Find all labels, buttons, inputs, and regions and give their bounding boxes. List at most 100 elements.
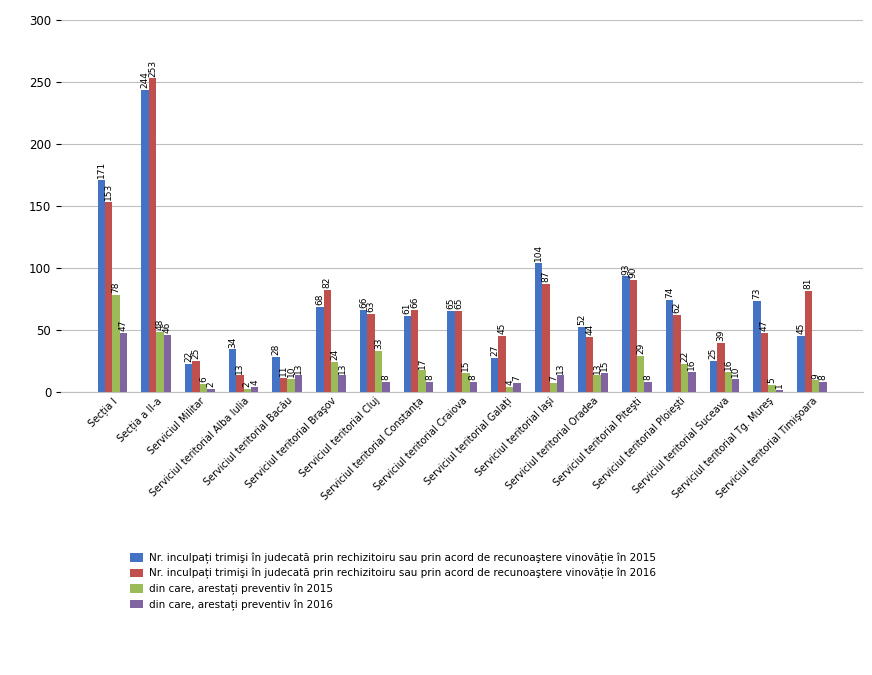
Bar <box>623 277 630 392</box>
Bar <box>717 344 725 391</box>
Text: 2: 2 <box>242 381 252 387</box>
Text: 8: 8 <box>381 374 391 380</box>
Text: 8: 8 <box>469 374 478 380</box>
Text: 8: 8 <box>819 374 828 380</box>
Bar <box>630 280 637 392</box>
Bar <box>557 375 564 391</box>
Text: 8: 8 <box>425 374 434 380</box>
Text: 46: 46 <box>163 321 172 333</box>
Bar <box>185 364 193 391</box>
Bar <box>236 375 243 391</box>
Bar <box>506 387 514 392</box>
Bar <box>732 379 739 391</box>
Text: 15: 15 <box>461 360 470 371</box>
Text: 7: 7 <box>513 375 521 381</box>
Bar <box>601 373 608 392</box>
Bar <box>514 383 521 392</box>
Bar <box>419 371 426 392</box>
Text: 13: 13 <box>593 362 602 373</box>
Bar <box>593 375 601 391</box>
Text: 63: 63 <box>366 300 376 312</box>
Text: 4: 4 <box>250 379 259 385</box>
Text: 10: 10 <box>287 366 296 377</box>
Text: 9: 9 <box>811 373 821 379</box>
Bar <box>812 381 820 392</box>
Text: 47: 47 <box>119 320 128 331</box>
Bar <box>491 358 499 391</box>
Bar <box>141 90 148 392</box>
Text: 8: 8 <box>644 374 653 380</box>
Text: 93: 93 <box>622 263 630 275</box>
Text: 33: 33 <box>374 338 383 349</box>
Text: 2: 2 <box>207 381 215 387</box>
Bar <box>360 310 367 391</box>
Legend: Nr. inculpați trimişi în judecată prin rechizitoiru sau prin acord de recunoaşte: Nr. inculpați trimişi în judecată prin r… <box>131 553 656 610</box>
Text: 65: 65 <box>446 298 455 309</box>
Text: 253: 253 <box>148 59 157 76</box>
Text: 104: 104 <box>534 244 543 261</box>
Bar <box>805 292 812 392</box>
Bar <box>317 307 324 391</box>
Text: 81: 81 <box>804 278 813 290</box>
Text: 17: 17 <box>418 357 426 369</box>
Bar <box>797 336 805 391</box>
Text: 62: 62 <box>672 302 682 313</box>
Bar <box>644 381 652 391</box>
Text: 78: 78 <box>112 281 120 293</box>
Text: 5: 5 <box>767 378 776 383</box>
Text: 74: 74 <box>665 287 674 298</box>
Text: 7: 7 <box>548 375 558 381</box>
Bar <box>375 351 382 391</box>
Text: 68: 68 <box>316 294 324 306</box>
Text: 39: 39 <box>716 330 726 342</box>
Text: 45: 45 <box>498 323 507 334</box>
Text: 34: 34 <box>228 336 237 348</box>
Bar <box>287 379 295 391</box>
Bar <box>586 337 593 391</box>
Bar <box>228 350 236 392</box>
Text: 29: 29 <box>637 342 645 354</box>
Bar <box>688 372 696 391</box>
Text: 45: 45 <box>796 323 806 334</box>
Bar <box>119 333 127 391</box>
Bar <box>105 202 112 392</box>
Text: 10: 10 <box>731 366 740 377</box>
Bar <box>454 311 462 392</box>
Text: 52: 52 <box>577 314 587 325</box>
Bar <box>156 332 164 392</box>
Text: 47: 47 <box>760 320 769 331</box>
Text: 87: 87 <box>542 271 550 282</box>
Text: 25: 25 <box>709 348 718 358</box>
Bar <box>673 315 681 392</box>
Bar <box>367 313 375 391</box>
Text: 22: 22 <box>680 351 689 362</box>
Bar <box>331 362 338 391</box>
Text: 66: 66 <box>359 296 368 308</box>
Bar <box>470 381 477 391</box>
Text: 153: 153 <box>104 183 113 200</box>
Bar <box>753 301 760 392</box>
Bar <box>148 78 156 392</box>
Text: 82: 82 <box>323 277 331 288</box>
Text: 65: 65 <box>454 298 463 309</box>
Text: 4: 4 <box>505 379 514 385</box>
Bar <box>324 290 331 392</box>
Bar <box>462 373 470 392</box>
Bar <box>272 357 280 392</box>
Bar <box>666 300 673 391</box>
Bar <box>164 335 171 392</box>
Text: 171: 171 <box>97 161 106 178</box>
Bar <box>98 180 105 392</box>
Bar <box>243 389 251 391</box>
Bar <box>725 372 732 391</box>
Text: 15: 15 <box>600 360 609 371</box>
Bar <box>447 311 454 392</box>
Text: 13: 13 <box>556 362 565 373</box>
Bar <box>820 381 827 391</box>
Bar <box>549 383 557 392</box>
Text: 44: 44 <box>585 324 594 335</box>
Text: 244: 244 <box>140 71 149 88</box>
Text: 25: 25 <box>192 348 201 358</box>
Bar <box>542 284 549 392</box>
Text: 28: 28 <box>271 344 281 355</box>
